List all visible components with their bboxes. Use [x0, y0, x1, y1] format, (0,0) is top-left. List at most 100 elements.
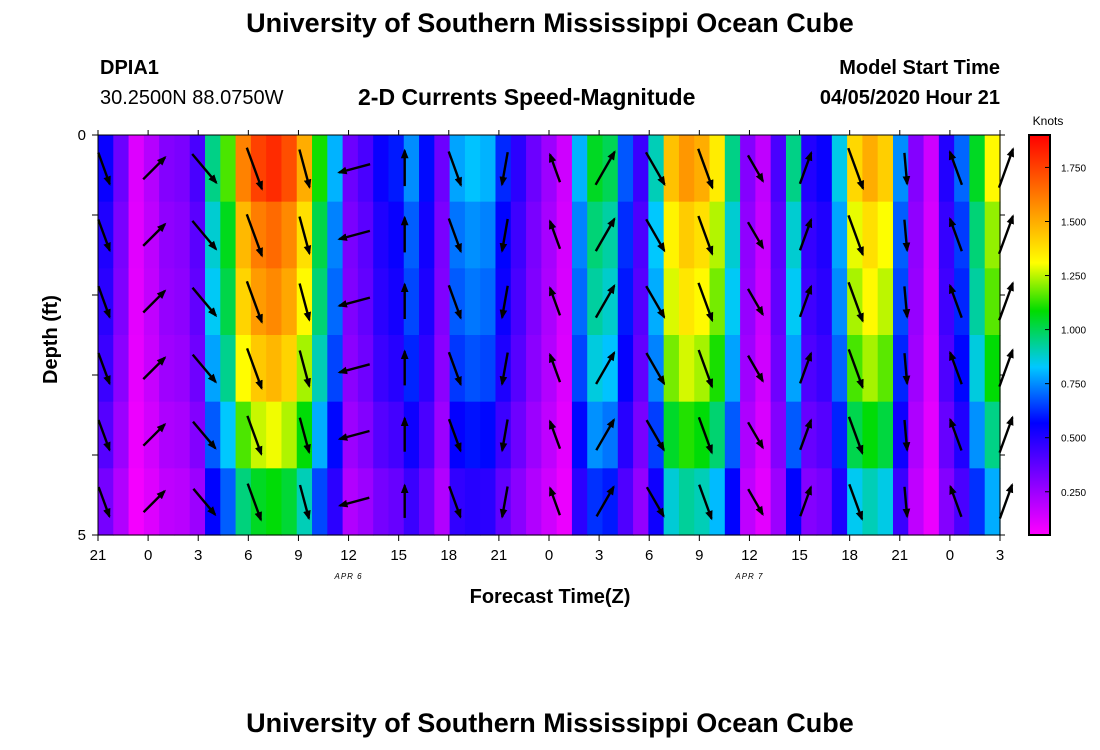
heatmap-cell — [526, 335, 542, 403]
heatmap-cell — [663, 468, 680, 536]
current-vector-arrow — [97, 486, 111, 519]
current-vector-arrow — [595, 351, 616, 385]
current-vector-arrow — [847, 348, 864, 390]
current-vector-arrow — [97, 285, 111, 319]
current-vector-arrow — [448, 485, 462, 519]
heatmap-cell — [587, 468, 604, 536]
heatmap-cell — [785, 135, 802, 203]
x-tick-label: 3 — [996, 547, 1004, 564]
current-vector-arrow — [499, 419, 509, 453]
current-vector-arrow — [337, 363, 371, 375]
x-tick-label: 21 — [491, 547, 508, 564]
heatmap-cell — [434, 268, 451, 336]
heatmap-cell — [526, 135, 542, 203]
heatmap-cell — [831, 135, 848, 203]
current-vector-arrow — [548, 486, 562, 516]
heatmap-cell — [556, 468, 573, 536]
heatmap-cell — [663, 268, 680, 336]
heatmap-cell — [480, 468, 497, 536]
x-tick-label: 0 — [946, 547, 954, 564]
heatmap-cell — [434, 201, 451, 269]
heatmap-cell — [663, 201, 680, 269]
heatmap-cell — [235, 401, 252, 469]
heatmap-cell — [541, 135, 558, 203]
heatmap-cell — [816, 201, 833, 269]
heatmap-cell — [694, 468, 711, 536]
current-vector-arrow — [594, 284, 616, 319]
heatmap-cell — [633, 201, 649, 269]
heatmap-cell — [235, 268, 252, 336]
heatmap-cell — [938, 268, 955, 336]
heatmap-cell — [663, 135, 680, 203]
heatmap-cell — [143, 268, 160, 336]
heatmap-cell — [495, 135, 512, 203]
heatmap-cell — [327, 468, 344, 536]
heatmap-cell — [969, 268, 986, 336]
current-vector-arrow — [848, 483, 864, 521]
heatmap-cell — [724, 401, 741, 469]
heatmap-cell — [388, 401, 405, 469]
heatmap-cell — [388, 268, 405, 336]
heatmap-cell — [969, 135, 986, 203]
heatmap-cell — [709, 335, 726, 403]
heatmap-cell — [923, 401, 940, 469]
heatmap-cell — [617, 135, 634, 203]
heatmap-cell — [113, 335, 130, 403]
heatmap-cell — [862, 268, 879, 336]
heatmap-cell — [678, 468, 695, 536]
heatmap-cell — [434, 401, 451, 469]
current-vector-arrow — [298, 484, 311, 521]
heatmap-cell — [602, 468, 619, 536]
heatmap-cell — [113, 401, 130, 469]
x-tick-label: 15 — [390, 547, 407, 564]
heatmap-cell — [98, 135, 114, 203]
heatmap-cell — [373, 335, 390, 403]
colorbar-tick-label: 1.250 — [1061, 272, 1086, 283]
heatmap-cell — [510, 268, 527, 336]
current-vector-arrow — [548, 152, 562, 183]
heatmap-cell — [373, 401, 390, 469]
current-vector-arrow — [499, 352, 509, 386]
current-vector-arrow — [997, 214, 1015, 255]
heatmap-cell — [419, 335, 435, 403]
heatmap-cell — [770, 201, 787, 269]
current-vector-arrow — [645, 218, 666, 253]
current-vector-arrow — [447, 351, 462, 387]
heatmap-cell — [419, 135, 435, 203]
footer-title: University of Southern Mississippi Ocean… — [246, 708, 854, 738]
heatmap-cell — [541, 201, 558, 269]
current-vector-arrow — [142, 156, 167, 181]
heatmap-cell — [740, 335, 756, 403]
heatmap-cell — [541, 468, 558, 536]
current-vector-arrow — [499, 285, 509, 320]
current-vector-arrow — [949, 484, 963, 518]
heatmap-cell — [373, 201, 390, 269]
heatmap-cell — [189, 135, 206, 203]
heatmap-cell — [495, 468, 512, 536]
current-vector-arrow — [902, 219, 911, 253]
heatmap-cell — [678, 335, 695, 403]
heatmap-cell — [220, 268, 237, 336]
heatmap-cell — [816, 335, 833, 403]
y-ticks: 05 — [78, 127, 1005, 544]
current-vector-arrow — [337, 496, 370, 508]
heatmap-cell — [480, 201, 497, 269]
heatmap-cell — [740, 201, 756, 269]
heatmap-cell — [159, 401, 176, 469]
current-vector-arrow — [747, 488, 764, 516]
y-tick-label: 5 — [78, 527, 86, 544]
heatmap-cell — [235, 201, 252, 269]
heatmap-cell — [312, 335, 328, 403]
heatmap-cell — [98, 401, 114, 469]
heatmap-cell — [113, 201, 130, 269]
heatmap-cell — [556, 401, 573, 469]
heatmap-cell — [480, 268, 497, 336]
heatmap-cell — [357, 268, 374, 336]
heatmap-cell — [908, 201, 925, 269]
heatmap-cell — [633, 335, 649, 403]
heatmap-cell — [357, 335, 374, 403]
current-vector-arrow — [298, 417, 311, 455]
heatmap-cell — [143, 135, 160, 203]
heatmap-cell — [327, 201, 344, 269]
heatmap-cell — [831, 468, 848, 536]
